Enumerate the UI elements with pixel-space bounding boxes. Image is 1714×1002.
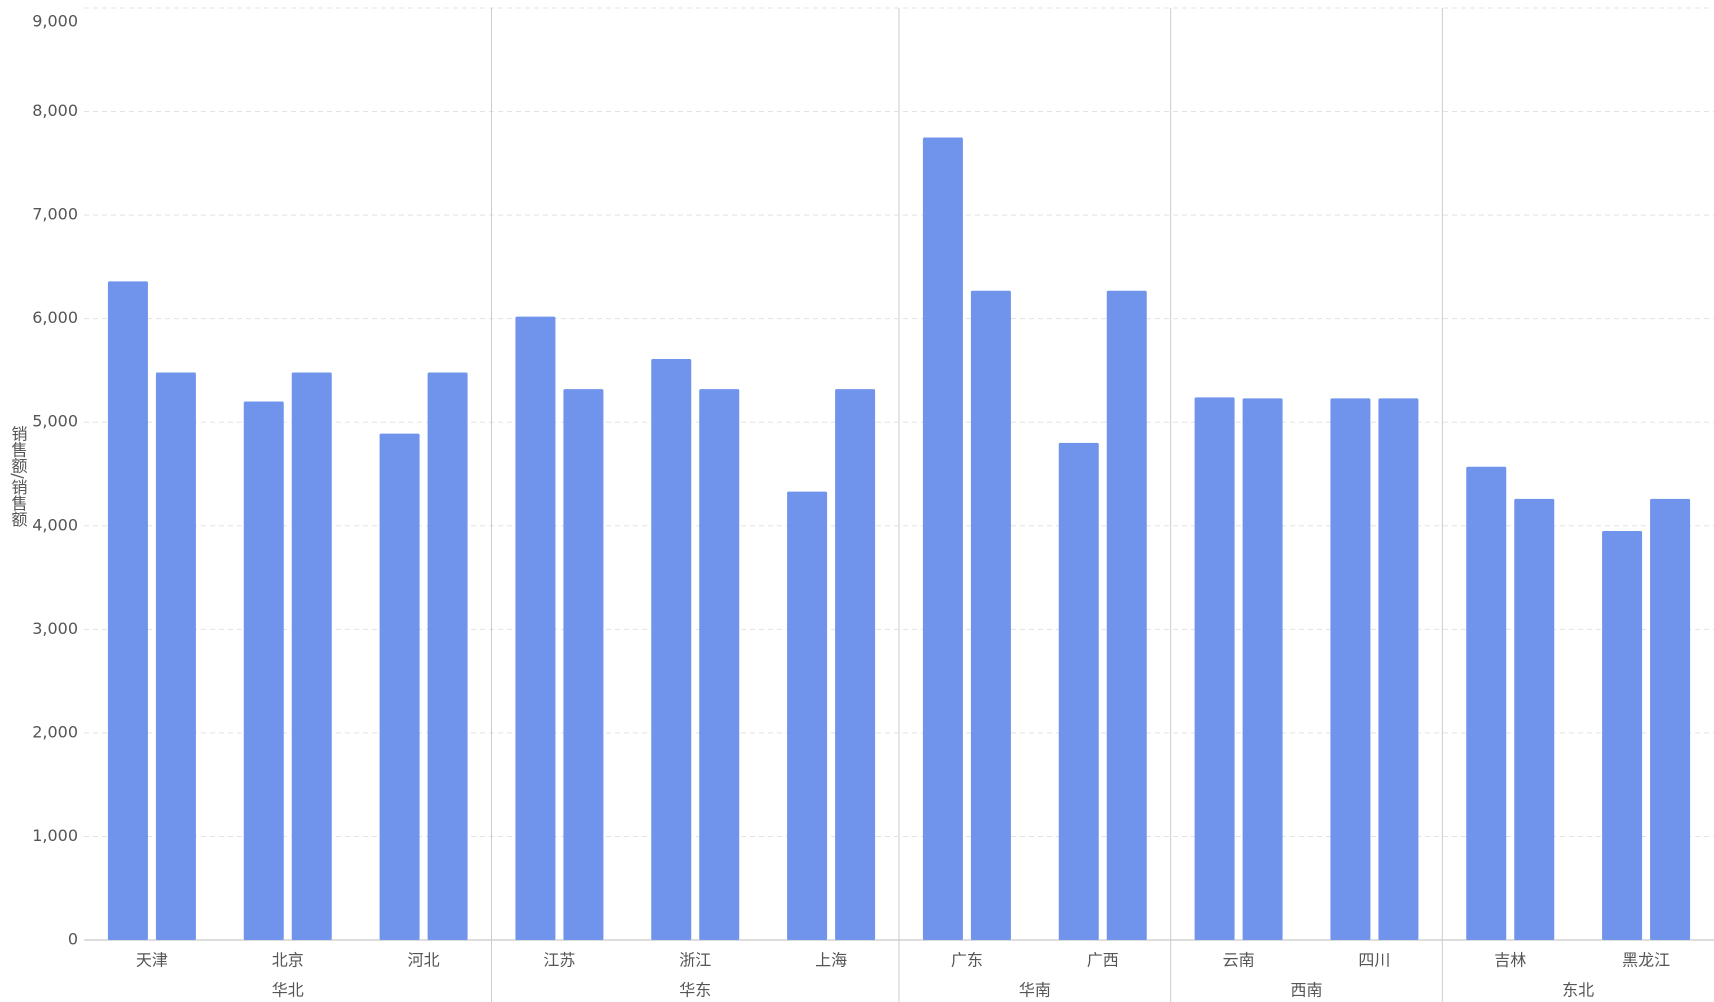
bar — [427, 372, 468, 940]
y-tick-label: 4,000 — [32, 515, 78, 534]
bar — [243, 401, 284, 940]
y-tick-label: 8,000 — [32, 101, 78, 120]
y-tick-label: 7,000 — [32, 205, 78, 224]
bar — [699, 389, 740, 940]
group-label: 华北 — [272, 981, 304, 1000]
x-tick-label: 天津 — [136, 951, 168, 970]
bar — [835, 389, 876, 940]
x-tick-label: 江苏 — [543, 951, 575, 970]
bar — [1106, 290, 1147, 940]
y-tick-label: 1,000 — [32, 826, 78, 845]
y-tick-label: 2,000 — [32, 722, 78, 741]
group-label: 华南 — [1019, 981, 1051, 1000]
group-label: 华东 — [679, 981, 711, 1000]
bar — [1058, 442, 1099, 940]
y-tick-label: 3,000 — [32, 619, 78, 638]
y-tick-label: 6,000 — [32, 308, 78, 327]
x-tick-label: 浙江 — [679, 951, 711, 970]
x-tick-label: 四川 — [1358, 951, 1390, 970]
bar — [1378, 398, 1419, 941]
bar — [1466, 466, 1507, 940]
bar — [970, 290, 1011, 940]
bar — [651, 359, 692, 940]
x-tick-label: 黑龙江 — [1622, 951, 1670, 970]
bar — [379, 433, 420, 940]
x-tick-label: 云南 — [1223, 951, 1255, 970]
y-tick-label: 5,000 — [32, 412, 78, 431]
bar — [1514, 498, 1555, 940]
bar — [1602, 530, 1643, 940]
x-tick-label: 吉林 — [1494, 951, 1526, 970]
bar — [563, 389, 604, 940]
bar — [291, 372, 332, 940]
group-label: 西南 — [1290, 981, 1322, 1000]
group-label: 东北 — [1562, 981, 1594, 1000]
y-tick-label: 9,000 — [32, 12, 78, 31]
x-tick-label: 广西 — [1087, 951, 1119, 970]
bar — [155, 372, 196, 940]
bar — [787, 491, 828, 940]
bar — [1242, 398, 1283, 941]
bar — [515, 316, 556, 940]
bar — [107, 281, 148, 940]
bar — [1650, 498, 1691, 940]
y-tick-label: 0 — [68, 930, 78, 949]
bar — [922, 137, 963, 940]
bar — [1194, 397, 1235, 940]
x-tick-label: 上海 — [815, 951, 847, 970]
y-axis-label: 销售额/销售额 — [9, 425, 28, 526]
x-tick-label: 广东 — [951, 951, 983, 970]
x-tick-label: 北京 — [272, 951, 304, 970]
bar — [1330, 398, 1371, 941]
x-tick-label: 河北 — [408, 951, 440, 970]
